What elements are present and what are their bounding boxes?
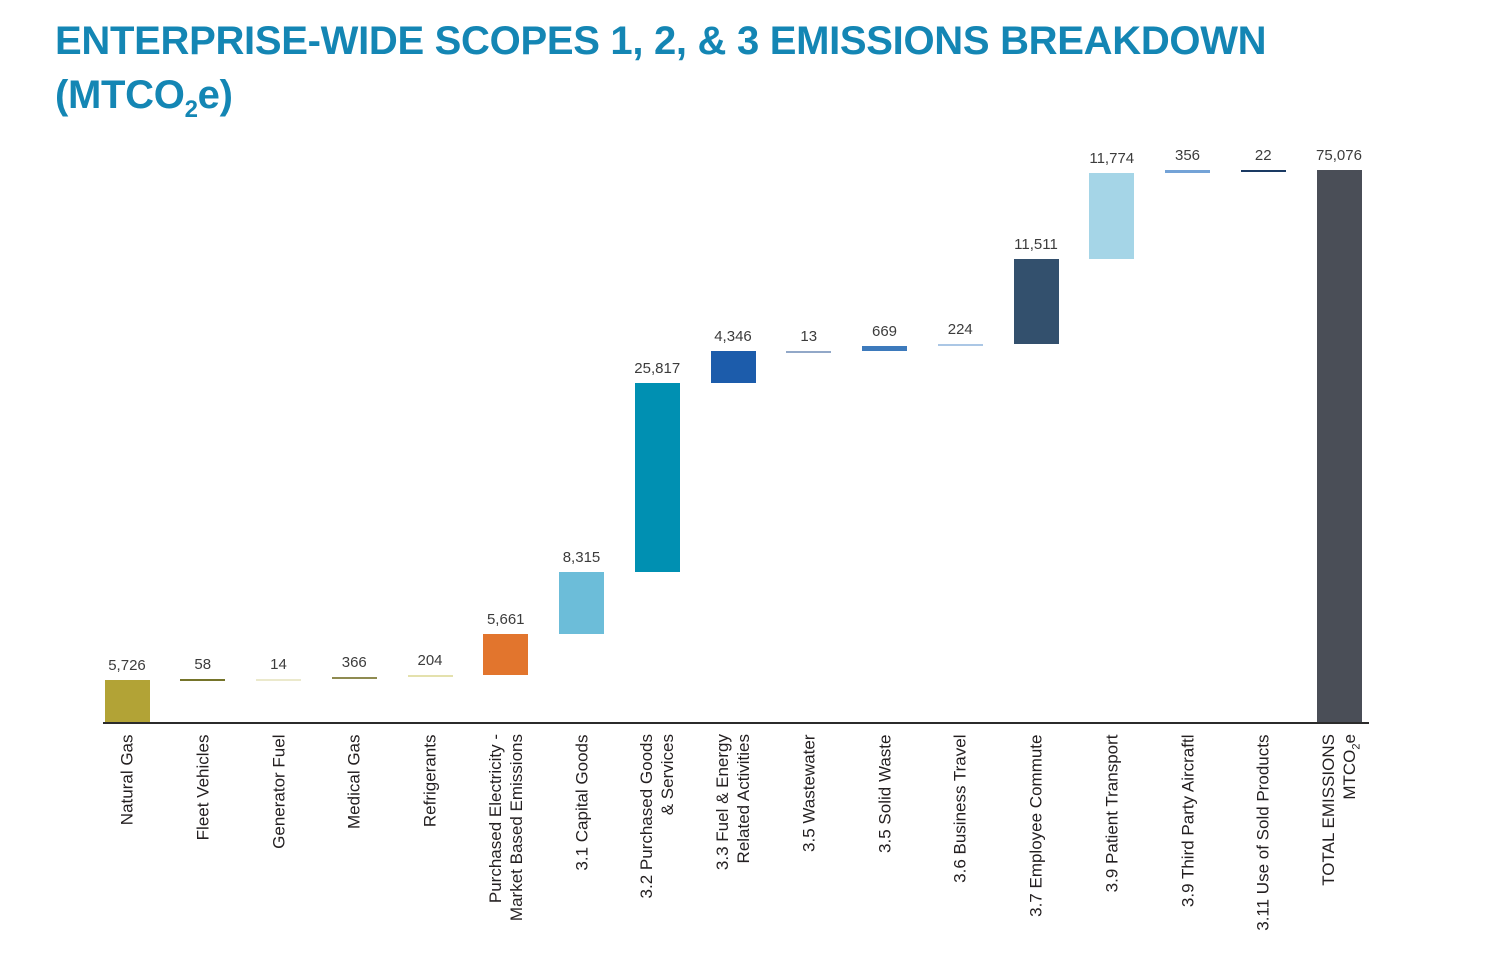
category-label-purchased-electricity: Purchased Electricity - Market Based Emis… [485,734,527,972]
category-label-line: Natural Gas [117,734,137,825]
value-label-third-party-aircraft: 356 [1174,147,1201,165]
category-label-line: 3.9 Third Party Aircraftl [1178,734,1197,907]
chart-title-line1: ENTERPRISE-WIDE SCOPES 1, 2, & 3 EMISSIO… [55,19,1267,63]
category-label-line: 3.5 Wastewater [799,734,819,852]
category-label-line: & Services [658,734,678,816]
value-label-patient-transport: 11,774 [1089,149,1135,167]
value-label-solid-waste: 669 [871,322,898,340]
chart-title: ENTERPRISE-WIDE SCOPES 1, 2, & 3 EMISSIO… [55,14,1267,123]
category-label-line: 3.9 Patient Transport [1102,734,1122,892]
category-label-line: MTCO2e [1340,734,1363,800]
category-label-line: Generator Fuel [269,734,288,849]
value-label-purchased-electricity: 5,661 [486,610,525,628]
value-label-fleet-vehicles: 58 [194,656,212,674]
category-label-refrigerants: Refrigerants [420,734,441,972]
category-label-generator-fuel: Generator Fuel [268,734,289,972]
bar-total-emissions [1316,170,1362,722]
value-label-generator-fuel: 14 [270,656,287,674]
bar-use-of-sold-products [1240,170,1286,172]
category-label-wastewater: 3.5 Wastewater [798,734,819,972]
bar-wastewater [786,350,832,353]
value-label-use-of-sold-products: 22 [1254,147,1272,164]
category-label-solid-waste: 3.5 Solid Waste [874,734,895,972]
value-label-capital-goods: 8,315 [562,549,601,567]
category-label-natural-gas: Natural Gas [117,734,138,972]
bar-medical-gas [331,676,377,680]
value-label-employee-commute: 11,511 [1014,236,1058,254]
category-label-purchased-goods-services: 3.2 Purchased Goods & Services [636,734,678,972]
value-label-wastewater: 13 [800,327,818,345]
category-label-line: 3.5 Solid Waste [875,734,894,853]
category-label-fleet-vehicles: Fleet Vehicles [192,734,213,972]
category-label-line: Purchased Electricity - [485,734,505,904]
category-label-line: 3.6 Business Travel [950,734,970,883]
bar-solid-waste [862,345,907,351]
category-label-employee-commute: 3.7 Employee Commute [1026,734,1047,972]
category-label-line: Related Activities [734,734,753,864]
bar-natural-gas [104,679,150,722]
category-label-line: 3.2 Purchased Goods [637,734,657,899]
category-label-line: 3.3 Fuel & Energy [713,734,732,871]
value-label-medical-gas: 366 [341,653,367,671]
x-axis-line [103,722,1369,724]
category-label-line: 3.11 Use of Sold Products [1253,734,1273,931]
bar-capital-goods [559,572,604,634]
bar-patient-transport [1089,172,1135,260]
bar-fuel-energy-related [710,350,756,383]
value-label-refrigerants: 204 [417,652,443,670]
value-label-business-travel: 224 [947,320,973,338]
chart-title-line2: (MTCO2e) [55,73,233,123]
category-label-line: Refrigerants [420,734,440,827]
value-label-natural-gas: 5,726 [108,656,146,674]
bar-refrigerants [407,675,453,678]
bar-purchased-electricity [483,633,529,676]
category-label-use-of-sold-products: 3.11 Use of Sold Products [1253,734,1274,972]
bar-third-party-aircraft [1165,170,1210,173]
category-label-line: TOTAL EMISSIONS [1319,734,1338,886]
category-label-line: Market Based Emissions [506,734,526,922]
value-label-fuel-energy-related: 4,346 [714,327,752,345]
category-label-line: Medical Gas [344,734,364,829]
category-label-line: 3.7 Employee Commute [1026,734,1046,917]
category-label-third-party-aircraft: 3.9 Third Party Aircraftl [1177,734,1198,972]
value-label-purchased-goods-services: 25,817 [634,359,681,377]
bar-business-travel [937,343,983,346]
category-label-patient-transport: 3.9 Patient Transport [1101,734,1122,972]
category-label-business-travel: 3.6 Business Travel [950,734,971,972]
bar-purchased-goods-services [634,382,680,573]
category-label-line: Fleet Vehicles [193,734,213,840]
bar-generator-fuel [256,679,301,682]
category-label-medical-gas: Medical Gas [344,734,365,972]
category-label-line: 3.1 Capital Goods [572,734,591,871]
category-label-capital-goods: 3.1 Capital Goods [571,734,592,972]
category-label-total-emissions: TOTAL EMISSIONS MTCO2e [1318,734,1363,972]
bar-employee-commute [1013,259,1059,344]
category-label-fuel-energy-related: 3.3 Fuel & Energy Related Activities [712,734,754,972]
bar-fleet-vehicles [180,679,226,682]
value-label-total-emissions: 75,076 [1316,147,1362,164]
